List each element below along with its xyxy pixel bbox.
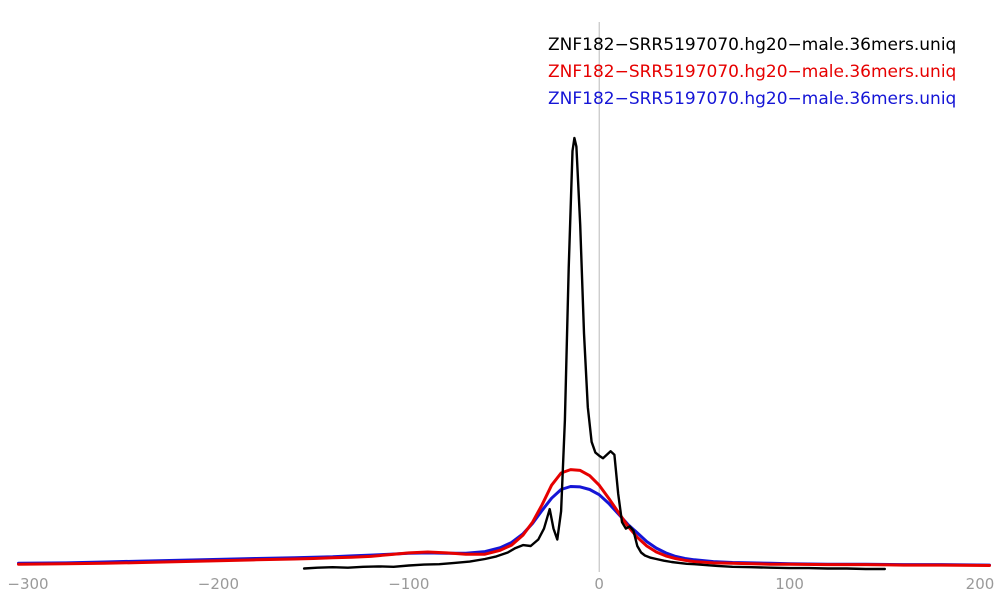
x-tick-label: 100	[775, 575, 804, 593]
legend-entry-black-series: ZNF182−SRR5197070.hg20−male.36mers.uniq	[548, 35, 957, 55]
black-series-line	[302, 136, 886, 571]
x-tick-label: −200	[197, 575, 239, 593]
x-tick-label: −300	[7, 575, 49, 593]
legend-entry-blue-series: ZNF182−SRR5197070.hg20−male.36mers.uniq	[548, 89, 957, 109]
x-tick-label: 200	[965, 575, 995, 593]
red-series-line	[17, 468, 991, 567]
x-tick-label: −100	[388, 575, 430, 593]
x-tick-label: 0	[594, 575, 604, 593]
legend-entry-red-series: ZNF182−SRR5197070.hg20−male.36mers.uniq	[548, 62, 957, 82]
legend: ZNF182−SRR5197070.hg20−male.36mers.uniq Z…	[548, 32, 1000, 113]
